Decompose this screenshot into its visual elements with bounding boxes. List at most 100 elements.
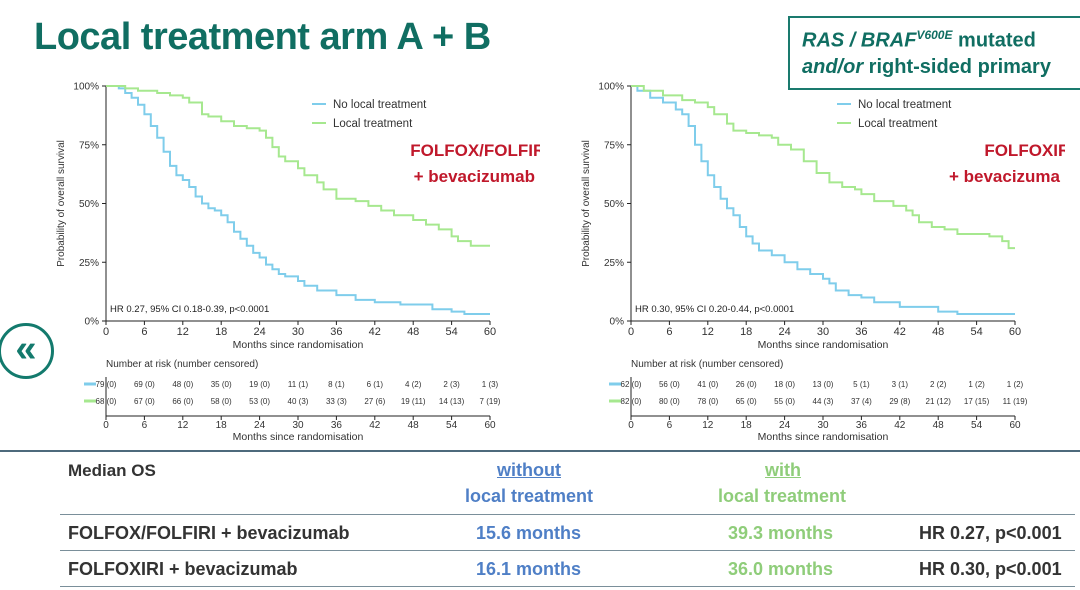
regimen-label: FOLFOX/FOLFIRI <box>410 141 540 160</box>
risk-table-cell: 1 (3) <box>482 380 499 389</box>
risk-x-tick-label: 60 <box>484 420 496 431</box>
risk-x-tick-label: 24 <box>779 420 791 431</box>
risk-table-cell: 40 (3) <box>288 397 309 406</box>
risk-x-tick-label: 0 <box>103 420 109 431</box>
x-tick-label: 30 <box>817 326 829 338</box>
x-tick-label: 60 <box>1009 326 1021 338</box>
table-row-without: 16.1 months <box>476 559 582 579</box>
regimen-label: FOLFOXIRI <box>984 141 1065 160</box>
table-header-without-sub: local treatment <box>465 486 594 506</box>
risk-x-tick-label: 30 <box>817 420 829 431</box>
risk-table-title: Number at risk (number censored) <box>631 359 783 370</box>
series-line-local-treatment <box>106 85 490 247</box>
risk-table-cell: 2 (2) <box>930 380 947 389</box>
x-tick-label: 42 <box>369 326 381 338</box>
km-chart-folfox: 0%25%50%75%100%0 6 12 18 24 30 36 42 48 54 60Month… <box>56 82 540 444</box>
risk-table-cell: 26 (0) <box>736 380 757 389</box>
risk-table-cell: 11 (1) <box>288 380 309 389</box>
risk-x-tick-label: 18 <box>216 420 228 431</box>
x-tick-label: 24 <box>253 326 265 338</box>
y-tick-label: 25% <box>79 258 99 269</box>
page-title: Local treatment arm A + B <box>34 16 491 58</box>
risk-table-cell: 13 (0) <box>813 380 834 389</box>
table-row-with: 39.3 months <box>728 523 834 543</box>
x-axis-label: Months since randomisation <box>758 339 889 351</box>
table-header-without: without <box>497 460 561 480</box>
risk-table-cell: 19 (0) <box>249 380 270 389</box>
risk-table-cell: 11 (19) <box>1003 397 1028 406</box>
risk-x-tick-label: 54 <box>971 420 983 431</box>
table-row-label: FOLFOX/FOLFIRI + bevacizumab <box>68 523 350 543</box>
x-tick-label: 24 <box>778 326 790 338</box>
x-tick-label: 12 <box>702 326 714 338</box>
x-tick-label: 60 <box>484 326 496 338</box>
risk-table-cell: 3 (1) <box>892 380 909 389</box>
x-tick-label: 36 <box>855 326 867 338</box>
risk-table-cell: 66 (0) <box>172 397 193 406</box>
risk-table-cell: 78 (0) <box>697 397 718 406</box>
risk-x-tick-label: 36 <box>331 420 343 431</box>
subgroup-label-mutated: mutated <box>952 29 1036 52</box>
table-rule <box>60 514 1075 515</box>
subgroup-label-box: RAS / BRAFV600E mutated and/or right-sid… <box>788 16 1080 90</box>
risk-table-cell: 1 (2) <box>968 380 985 389</box>
risk-x-tick-label: 0 <box>628 420 634 431</box>
y-tick-label: 25% <box>604 258 624 269</box>
y-tick-label: 100% <box>598 82 624 93</box>
table-row-without: 15.6 months <box>476 523 582 543</box>
risk-x-tick-label: 12 <box>702 420 714 431</box>
risk-table-cell: 37 (4) <box>851 397 872 406</box>
subgroup-label-line2: and/or right-sided primary <box>802 56 1051 79</box>
y-tick-label: 0% <box>610 317 625 328</box>
legend-label: No local treatment <box>858 99 952 111</box>
table-row-hr: HR 0.30, p<0.001 <box>919 559 1062 579</box>
regimen-label: + bevacizumab <box>414 167 535 186</box>
regimen-label: + bevacizuma <box>949 167 1061 186</box>
risk-x-tick-label: 48 <box>408 420 420 431</box>
risk-table-cell: 44 (3) <box>813 397 834 406</box>
legend-label: Local treatment <box>333 118 413 130</box>
risk-table-cell: 58 (0) <box>211 397 232 406</box>
table-row-label: FOLFOXIRI + bevacizumab <box>68 559 298 579</box>
risk-table-cell: 7 (19) <box>480 397 501 406</box>
hr-annotation: HR 0.30, 95% CI 0.20-0.44, p<0.0001 <box>635 304 794 315</box>
y-tick-label: 100% <box>73 82 99 93</box>
risk-table-cell: 21 (12) <box>926 397 952 406</box>
risk-table-cell: 80 (0) <box>659 397 680 406</box>
table-rule <box>60 586 1075 587</box>
y-tick-label: 0% <box>85 317 100 328</box>
subgroup-label-side: right-sided primary <box>863 56 1051 78</box>
risk-table-cell: 8 (1) <box>328 380 345 389</box>
x-tick-label: 54 <box>970 326 982 338</box>
risk-table-cell: 5 (1) <box>853 380 870 389</box>
risk-table-cell: 2 (3) <box>443 380 460 389</box>
km-chart-folfoxiri: 0%25%50%75%100%0 6 12 18 24 30 36 42 48 54 60Month… <box>581 82 1065 444</box>
risk-table-cell: 67 (0) <box>134 397 155 406</box>
risk-table-cell: 29 (8) <box>889 397 910 406</box>
risk-x-tick-label: 36 <box>856 420 868 431</box>
risk-x-tick-label: 12 <box>177 420 189 431</box>
x-tick-label: 42 <box>894 326 906 338</box>
x-tick-label: 18 <box>740 326 752 338</box>
table-header-with: with <box>765 460 801 480</box>
risk-table-cell: 4 (2) <box>405 380 422 389</box>
x-tick-label: 12 <box>177 326 189 338</box>
subgroup-label-genes: RAS / BRAF <box>802 29 917 52</box>
risk-x-tick-label: 42 <box>369 420 381 431</box>
x-tick-label: 48 <box>932 326 944 338</box>
double-chevron-left-icon[interactable]: « <box>0 323 54 379</box>
x-tick-label: 48 <box>407 326 419 338</box>
risk-table-cell: 27 (6) <box>364 397 385 406</box>
risk-table-cell: 14 (13) <box>439 397 465 406</box>
risk-table-cell: 48 (0) <box>172 380 193 389</box>
risk-table-cell: 35 (0) <box>211 380 232 389</box>
risk-x-tick-label: 42 <box>894 420 906 431</box>
y-tick-label: 75% <box>79 140 99 151</box>
x-tick-label: 54 <box>445 326 457 338</box>
risk-table-cell: 1 (2) <box>1007 380 1024 389</box>
subgroup-label-line1: RAS / BRAFV600E mutated <box>802 28 1036 53</box>
legend-label: Local treatment <box>858 118 938 130</box>
x-tick-label: 18 <box>215 326 227 338</box>
risk-table-cell: 41 (0) <box>697 380 718 389</box>
table-row-hr: HR 0.27, p<0.001 <box>919 523 1062 543</box>
